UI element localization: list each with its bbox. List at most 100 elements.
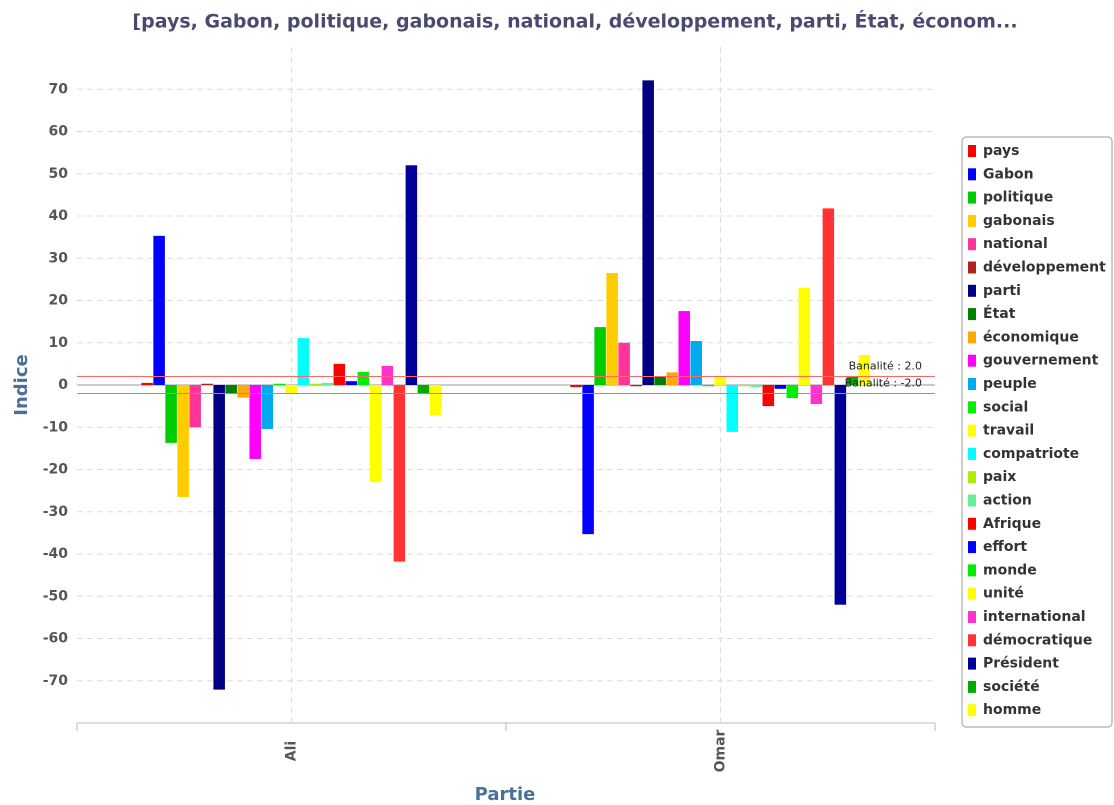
legend-label: développement <box>983 260 1106 276</box>
legend-swatch <box>968 191 976 204</box>
bar <box>846 376 859 385</box>
legend-swatch <box>968 145 976 157</box>
bar <box>714 376 727 385</box>
legend-label: action <box>983 493 1032 509</box>
legend-swatch <box>968 424 976 437</box>
legend-label: économique <box>983 329 1079 345</box>
x-tick-label: Omar <box>713 729 729 772</box>
legend-label: social <box>983 399 1028 415</box>
bar <box>237 385 249 398</box>
legend-label: effort <box>983 539 1027 555</box>
bar <box>762 385 775 407</box>
y-axis-label: Indice <box>11 354 32 415</box>
y-tick-label: 30 <box>49 250 69 266</box>
legend-swatch <box>968 587 976 600</box>
bar <box>165 385 177 443</box>
chart-title: [pays, Gabon, politique, gabonais, natio… <box>132 10 1017 33</box>
bar <box>369 385 382 483</box>
legend-swatch <box>968 657 976 670</box>
legend-label: politique <box>983 190 1053 206</box>
bar <box>582 385 594 535</box>
bar <box>678 311 690 385</box>
legend-swatch <box>968 471 976 484</box>
bar <box>702 385 714 387</box>
y-tick-label: 0 <box>58 377 68 393</box>
bar <box>417 385 430 394</box>
bar <box>213 385 225 690</box>
bar <box>726 385 739 432</box>
legend-label: gouvernement <box>983 353 1099 369</box>
bar <box>249 385 261 459</box>
bar <box>786 385 799 399</box>
bar <box>189 385 201 428</box>
bar <box>405 165 418 385</box>
legend-swatch <box>968 517 976 530</box>
y-tick-label: 40 <box>49 208 69 224</box>
legend-label: peuple <box>983 376 1037 392</box>
legend-label: homme <box>983 702 1041 718</box>
legend-label: gabonais <box>983 213 1055 229</box>
x-axis-label: Partie <box>475 784 536 805</box>
legend-swatch <box>968 214 976 227</box>
y-tick-label: -30 <box>43 504 69 520</box>
y-tick-label: -60 <box>43 631 69 647</box>
legend-label: unité <box>983 586 1024 602</box>
bar <box>297 338 310 385</box>
bar <box>570 385 582 388</box>
bar <box>822 208 835 385</box>
y-tick-label: 10 <box>49 335 69 351</box>
legend-label: État <box>983 305 1016 322</box>
bar <box>225 385 237 394</box>
bar <box>774 385 787 389</box>
y-tick-label: 70 <box>49 81 69 97</box>
legend-swatch <box>968 564 976 577</box>
legend-swatch <box>968 378 976 390</box>
legend-label: démocratique <box>983 632 1092 648</box>
bar <box>333 363 346 385</box>
y-tick-label: -70 <box>43 673 69 689</box>
bar <box>345 381 358 385</box>
legend-swatch <box>968 680 976 693</box>
bar <box>606 273 618 385</box>
legend-label: travail <box>983 423 1034 439</box>
bar <box>750 385 763 388</box>
reference-label: Banalité : 2.0 <box>849 360 922 373</box>
bar <box>177 385 189 497</box>
legend-swatch <box>968 611 976 623</box>
bar <box>201 383 213 385</box>
x-tick-label: Ali <box>284 741 300 761</box>
bar <box>429 385 442 415</box>
bar <box>393 385 406 562</box>
bar <box>858 355 871 385</box>
bar <box>834 385 847 605</box>
bar <box>810 385 823 405</box>
y-tick-label: 60 <box>49 124 69 140</box>
bar <box>690 341 702 385</box>
legend-box <box>961 136 1113 728</box>
legend-swatch <box>968 447 976 460</box>
legend-label: parti <box>983 283 1021 299</box>
legend-swatch <box>968 541 976 554</box>
bar <box>654 376 666 385</box>
bar <box>630 385 642 387</box>
bar <box>738 385 751 387</box>
legend-label: compatriote <box>983 446 1079 462</box>
legend-swatch <box>968 168 976 181</box>
y-tick-label: -20 <box>43 462 69 478</box>
legend-swatch <box>968 308 976 321</box>
legend-swatch <box>968 261 976 274</box>
y-tick-label: 20 <box>49 293 69 309</box>
bar <box>642 80 654 385</box>
y-tick-label: 50 <box>49 166 69 182</box>
y-tick-label: -50 <box>43 588 69 604</box>
legend-label: Gabon <box>983 166 1034 182</box>
y-tick-label: -40 <box>43 546 69 562</box>
legend-label: paix <box>983 469 1016 485</box>
bar <box>381 365 394 385</box>
bar <box>285 385 298 394</box>
bar <box>153 235 165 385</box>
bar <box>141 382 153 385</box>
bar <box>309 383 322 385</box>
bar <box>618 342 630 385</box>
legend-label: international <box>983 609 1086 625</box>
